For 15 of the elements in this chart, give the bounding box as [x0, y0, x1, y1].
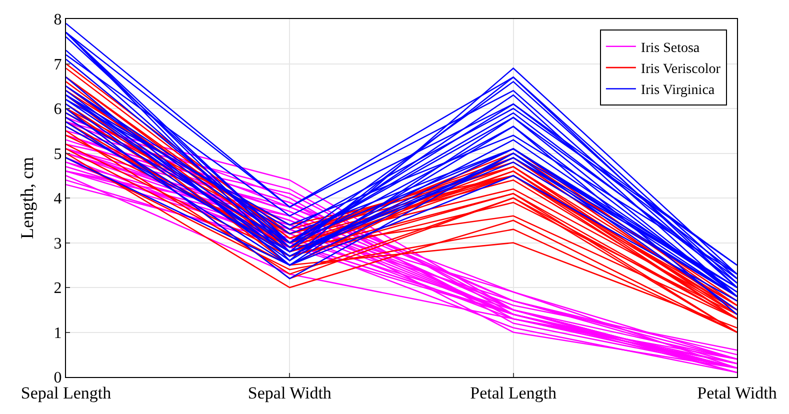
y-axis-title: Length, cm — [17, 157, 37, 239]
y-tick-label: 4 — [54, 190, 62, 208]
x-tick-label: Petal Width — [697, 383, 778, 402]
y-tick-label: 1 — [54, 324, 62, 342]
y-tick-label: 6 — [54, 101, 62, 118]
y-tick-label: 8 — [54, 12, 62, 29]
legend-label: Iris Veriscolor — [640, 62, 721, 77]
y-tick-label: 7 — [54, 56, 62, 74]
x-tick-label: Petal Length — [470, 383, 558, 402]
x-tick-label: Sepal Width — [248, 383, 332, 402]
y-tick-label: 2 — [54, 280, 62, 298]
legend-label: Iris Virginica — [640, 83, 716, 98]
y-tick-label: 3 — [54, 235, 62, 252]
y-tick-label: 5 — [54, 146, 62, 163]
legend-label: Iris Setosa — [640, 40, 700, 56]
